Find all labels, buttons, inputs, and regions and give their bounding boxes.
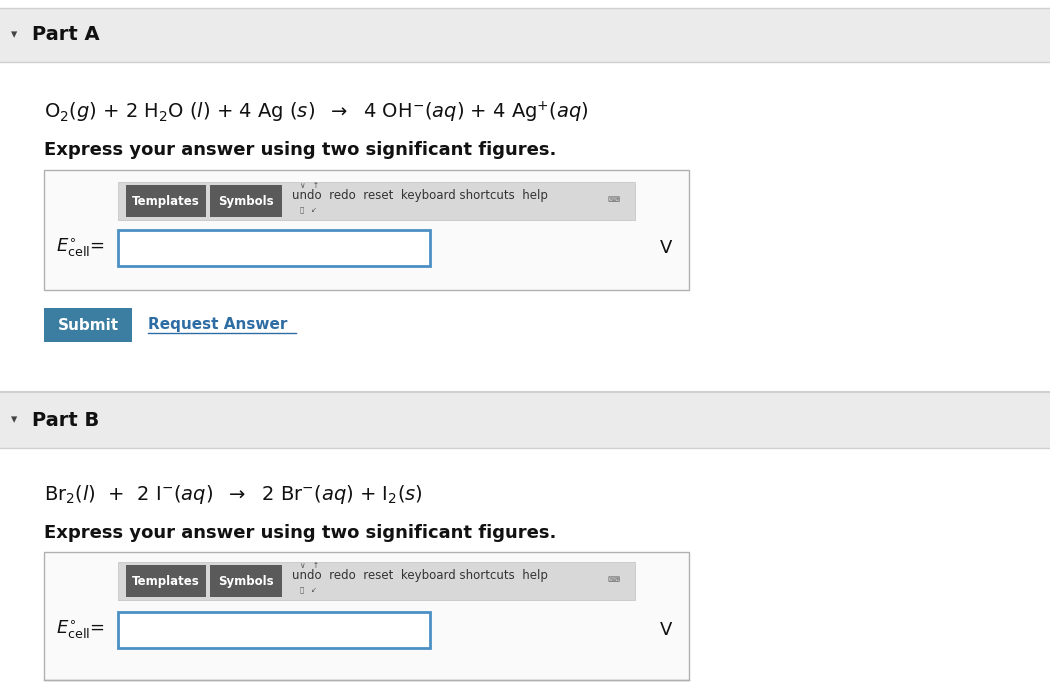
Text: Symbols: Symbols [218, 195, 274, 208]
Text: ⌒   ↙: ⌒ ↙ [300, 586, 317, 593]
Text: undo  redo  reset  keyboard shortcuts  help: undo redo reset keyboard shortcuts help [292, 569, 548, 582]
Text: Templates: Templates [132, 575, 200, 587]
Text: ▾: ▾ [10, 28, 17, 41]
Text: O$_2$($g$) + 2 H$_2$O ($l$) + 4 Ag ($s$)  $\rightarrow$  4 OH$^{-}$($aq$) + 4 Ag: O$_2$($g$) + 2 H$_2$O ($l$) + 4 Ag ($s$)… [44, 99, 589, 125]
Bar [0, 8, 1050, 62]
Bar [44, 552, 689, 680]
Bar [126, 565, 206, 597]
Text: ▾: ▾ [10, 413, 17, 426]
Bar [0, 448, 1050, 690]
Text: $E^{\circ}_{\mathrm{cell}}$=: $E^{\circ}_{\mathrm{cell}}$= [56, 619, 105, 641]
Text: $E^{\circ}_{\mathrm{cell}}$=: $E^{\circ}_{\mathrm{cell}}$= [56, 237, 105, 259]
Text: ∨   ↑: ∨ ↑ [300, 181, 319, 190]
Bar [44, 170, 689, 290]
Bar [118, 612, 430, 648]
Text: ⌒   ↙: ⌒ ↙ [300, 207, 317, 213]
Bar [118, 230, 430, 266]
Bar [210, 565, 282, 597]
Text: Submit: Submit [58, 317, 119, 333]
Bar [118, 182, 635, 220]
Text: V: V [660, 239, 672, 257]
Text: V: V [660, 621, 672, 639]
Text: Part B: Part B [32, 411, 100, 429]
Text: Express your answer using two significant figures.: Express your answer using two significan… [44, 524, 557, 542]
Text: Part A: Part A [32, 26, 100, 44]
Bar [44, 308, 132, 342]
Text: Request Answer: Request Answer [148, 317, 288, 333]
Text: undo  redo  reset  keyboard shortcuts  help: undo redo reset keyboard shortcuts help [292, 190, 548, 202]
Text: Express your answer using two significant figures.: Express your answer using two significan… [44, 141, 557, 159]
Bar [0, 392, 1050, 448]
Text: Br$_2$($l$)  +  2 I$^{-}$($aq$)  $\rightarrow$  2 Br$^{-}$($aq$) + I$_2$($s$): Br$_2$($l$) + 2 I$^{-}$($aq$) $\rightarr… [44, 484, 423, 506]
Bar [126, 185, 206, 217]
Text: ⌨: ⌨ [608, 195, 621, 204]
Text: ⌨: ⌨ [608, 575, 621, 584]
Text: ∨   ↑: ∨ ↑ [300, 560, 319, 569]
Bar [210, 185, 282, 217]
Text: Templates: Templates [132, 195, 200, 208]
Text: Symbols: Symbols [218, 575, 274, 587]
Bar [118, 562, 635, 600]
Bar [0, 62, 1050, 392]
